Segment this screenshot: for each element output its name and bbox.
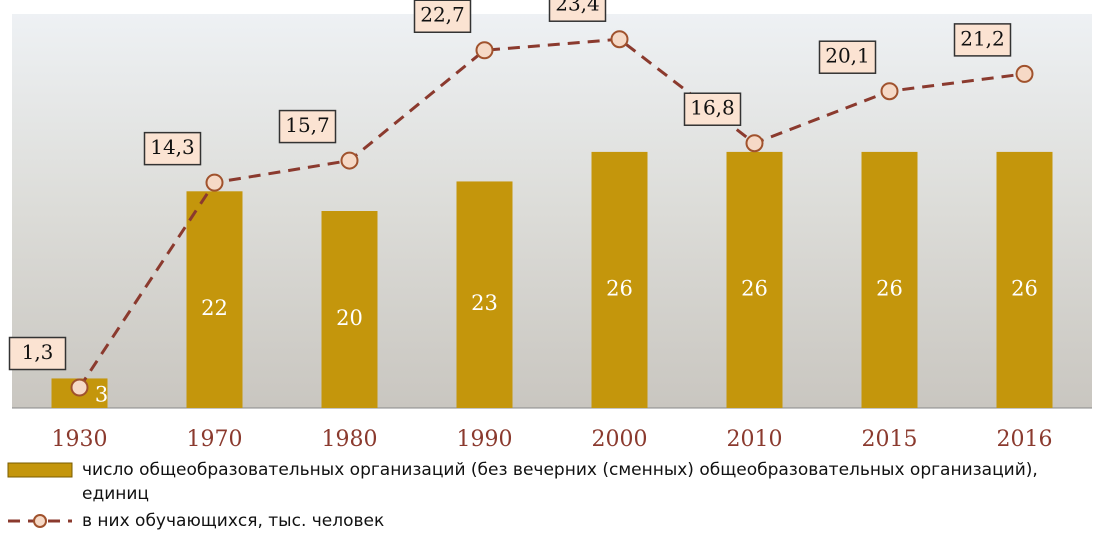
line-label: 20,1	[825, 44, 870, 68]
marker	[1017, 66, 1033, 82]
marker	[882, 83, 898, 99]
x-tick-label: 2015	[862, 427, 918, 452]
x-tick-label: 2016	[997, 427, 1053, 452]
chart: 1930 1970 1980 1990 2000 2010 2015 2016 3 22 20 23 2…	[0, 0, 1110, 534]
line-label: 14,3	[150, 135, 195, 159]
x-tick-label: 1930	[52, 427, 108, 452]
line-label: 21,2	[960, 26, 1005, 50]
bar-label: 3	[95, 383, 108, 407]
bar-label: 22	[201, 296, 228, 320]
page: 1930 1970 1980 1990 2000 2010 2015 2016 3 22 20 23 2…	[0, 0, 1110, 534]
marker	[612, 31, 628, 47]
x-tick-label: 1980	[322, 427, 378, 452]
marker	[207, 175, 223, 191]
x-tick-label: 2000	[592, 427, 648, 452]
line-label: 15,7	[285, 113, 330, 137]
line-label: 22,7	[420, 3, 465, 27]
marker	[72, 380, 88, 396]
x-tick-label: 1970	[187, 427, 243, 452]
marker	[747, 135, 763, 151]
bar-label: 26	[876, 276, 903, 300]
background-photo	[12, 14, 1092, 408]
bar-label: 26	[606, 276, 633, 300]
bar-label: 23	[471, 291, 498, 315]
legend-bar-swatch	[8, 463, 72, 477]
x-tick-label: 2010	[727, 427, 783, 452]
bar-label: 26	[741, 276, 768, 300]
marker	[477, 42, 493, 58]
legend-line-text: в них обучающихся, тыс. человек	[82, 509, 1102, 533]
legend-bar-text: число общеобразовательных организаций (б…	[82, 458, 1102, 506]
marker	[342, 153, 358, 169]
bar-label: 26	[1011, 276, 1038, 300]
line-label: 1,3	[22, 340, 54, 364]
legend-marker	[34, 515, 46, 527]
x-tick-label: 1990	[457, 427, 513, 452]
line-label: 23,4	[555, 0, 600, 16]
line-label: 16,8	[690, 96, 735, 120]
bar-label: 20	[336, 306, 363, 330]
